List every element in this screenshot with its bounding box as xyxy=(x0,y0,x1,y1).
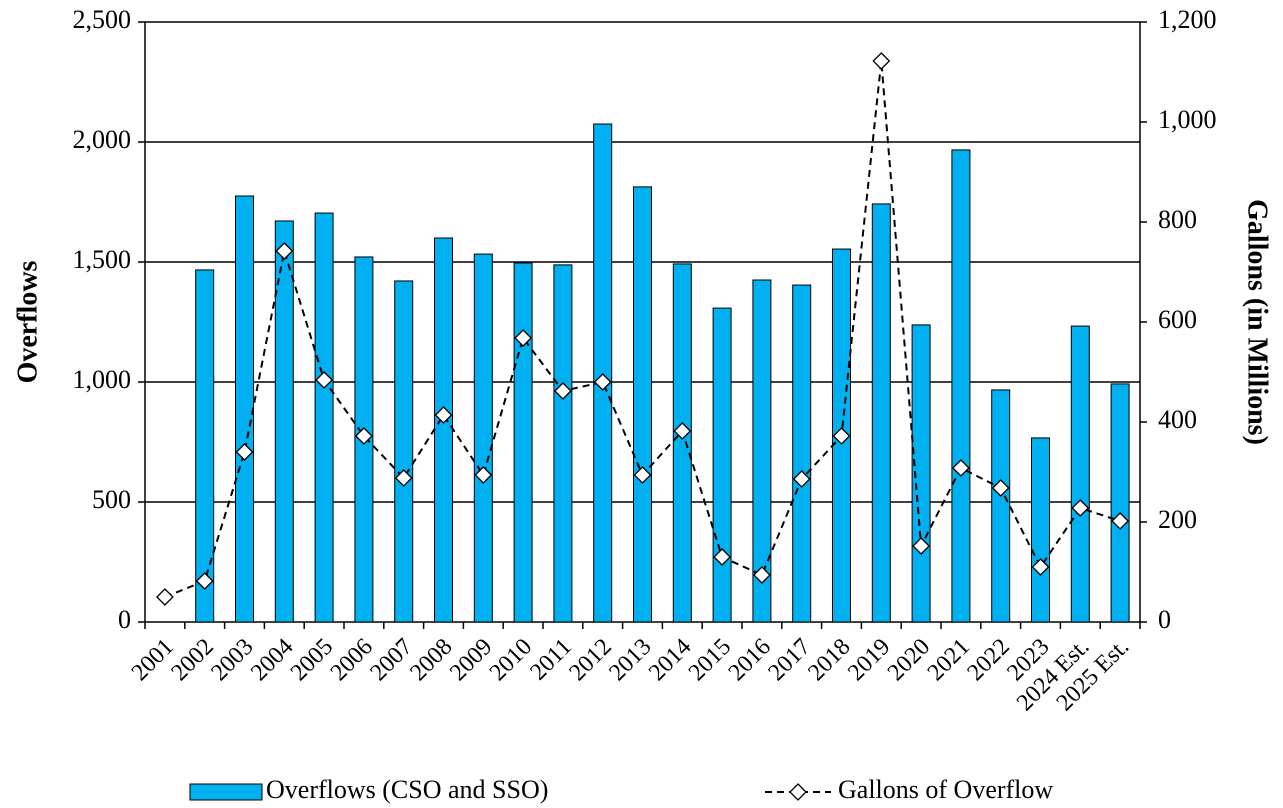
y-axis-title: Overflows xyxy=(12,260,43,383)
y-tick-label: 2,500 xyxy=(73,5,132,34)
bar xyxy=(394,280,414,623)
bar xyxy=(752,279,772,623)
y-tick-label: 1,000 xyxy=(73,365,132,394)
x-tick-label: 2017 xyxy=(764,634,816,686)
bar xyxy=(792,284,812,623)
marker xyxy=(633,466,652,484)
bar xyxy=(195,269,215,623)
legend-label: Gallons of Overflow xyxy=(838,775,1053,804)
marker xyxy=(1071,499,1090,517)
bar xyxy=(434,237,453,623)
bar xyxy=(235,195,254,623)
x-tick-label: 2003 xyxy=(206,634,258,686)
marker xyxy=(553,382,572,400)
marker xyxy=(752,566,771,584)
y-tick-label: 1,500 xyxy=(73,245,132,274)
y2-axis-title: Gallons (in Millions) xyxy=(1242,199,1273,445)
x-tick-label: 2001 xyxy=(127,634,179,686)
x-tick-label: 2018 xyxy=(803,634,855,686)
y2-tick-label: 0 xyxy=(1158,605,1171,634)
marker xyxy=(792,470,811,488)
marker xyxy=(713,548,732,566)
x-tick-label: 2019 xyxy=(843,634,895,686)
y2-tick-label: 800 xyxy=(1158,205,1197,234)
x-tick-label: 2006 xyxy=(326,634,378,686)
marker xyxy=(195,572,214,590)
marker xyxy=(315,371,334,389)
bar xyxy=(553,264,573,623)
x-tick-label: 2013 xyxy=(604,634,656,686)
x-tick-label: 2005 xyxy=(286,634,338,686)
marker xyxy=(354,427,373,445)
x-tick-label: 2009 xyxy=(445,634,497,686)
marker xyxy=(394,469,413,487)
x-tick-label: 2007 xyxy=(366,634,418,686)
x-tick-label: 2008 xyxy=(405,634,457,686)
marker xyxy=(951,459,970,477)
y2-tick-label: 200 xyxy=(1158,505,1197,534)
marker xyxy=(1111,512,1130,530)
bar xyxy=(1031,437,1050,623)
bar xyxy=(314,212,334,623)
marker xyxy=(514,329,533,347)
bar xyxy=(991,389,1011,623)
x-tick-label: 2004 xyxy=(246,634,298,686)
x-tick-label: 2014 xyxy=(644,634,696,686)
y-tick-label: 2,000 xyxy=(73,125,132,154)
marker xyxy=(872,52,891,70)
y2-tick-label: 400 xyxy=(1158,405,1197,434)
bar xyxy=(593,123,613,623)
legend-label: Overflows (CSO and SSO) xyxy=(266,775,548,804)
marker xyxy=(235,443,254,461)
bar xyxy=(473,253,493,623)
bar xyxy=(672,263,692,623)
marker xyxy=(593,373,612,391)
x-tick-label: 2021 xyxy=(923,634,975,686)
x-tick-label: 2012 xyxy=(565,634,617,686)
y-tick-label: 500 xyxy=(92,485,131,514)
marker xyxy=(155,588,174,606)
x-tick-label: 2016 xyxy=(724,634,776,686)
marker xyxy=(832,427,851,445)
bar xyxy=(1110,383,1130,623)
y2-tick-label: 1,000 xyxy=(1158,105,1217,134)
marker xyxy=(474,466,493,484)
x-tick-label: 2010 xyxy=(485,634,537,686)
bar xyxy=(712,307,732,623)
legend-swatch xyxy=(189,783,263,801)
x-tick-label: 2022 xyxy=(963,634,1015,686)
bar xyxy=(951,149,971,623)
x-tick-label: 2002 xyxy=(167,634,219,686)
bar xyxy=(871,203,891,623)
bar xyxy=(274,220,294,623)
bar xyxy=(513,262,533,623)
legend-marker xyxy=(789,783,807,801)
x-tick-label: 2011 xyxy=(525,634,577,686)
marker xyxy=(275,242,294,260)
bar xyxy=(633,186,652,623)
bar xyxy=(1070,325,1090,623)
marker xyxy=(434,406,453,424)
marker xyxy=(912,537,931,555)
marker xyxy=(673,422,692,440)
y2-tick-label: 1,200 xyxy=(1158,5,1217,34)
y-tick-label: 0 xyxy=(118,605,131,634)
x-tick-label: 2020 xyxy=(883,634,935,686)
x-tick-label: 2015 xyxy=(684,634,736,686)
y2-tick-label: 600 xyxy=(1158,305,1197,334)
marker xyxy=(991,479,1010,497)
marker xyxy=(1031,558,1050,576)
